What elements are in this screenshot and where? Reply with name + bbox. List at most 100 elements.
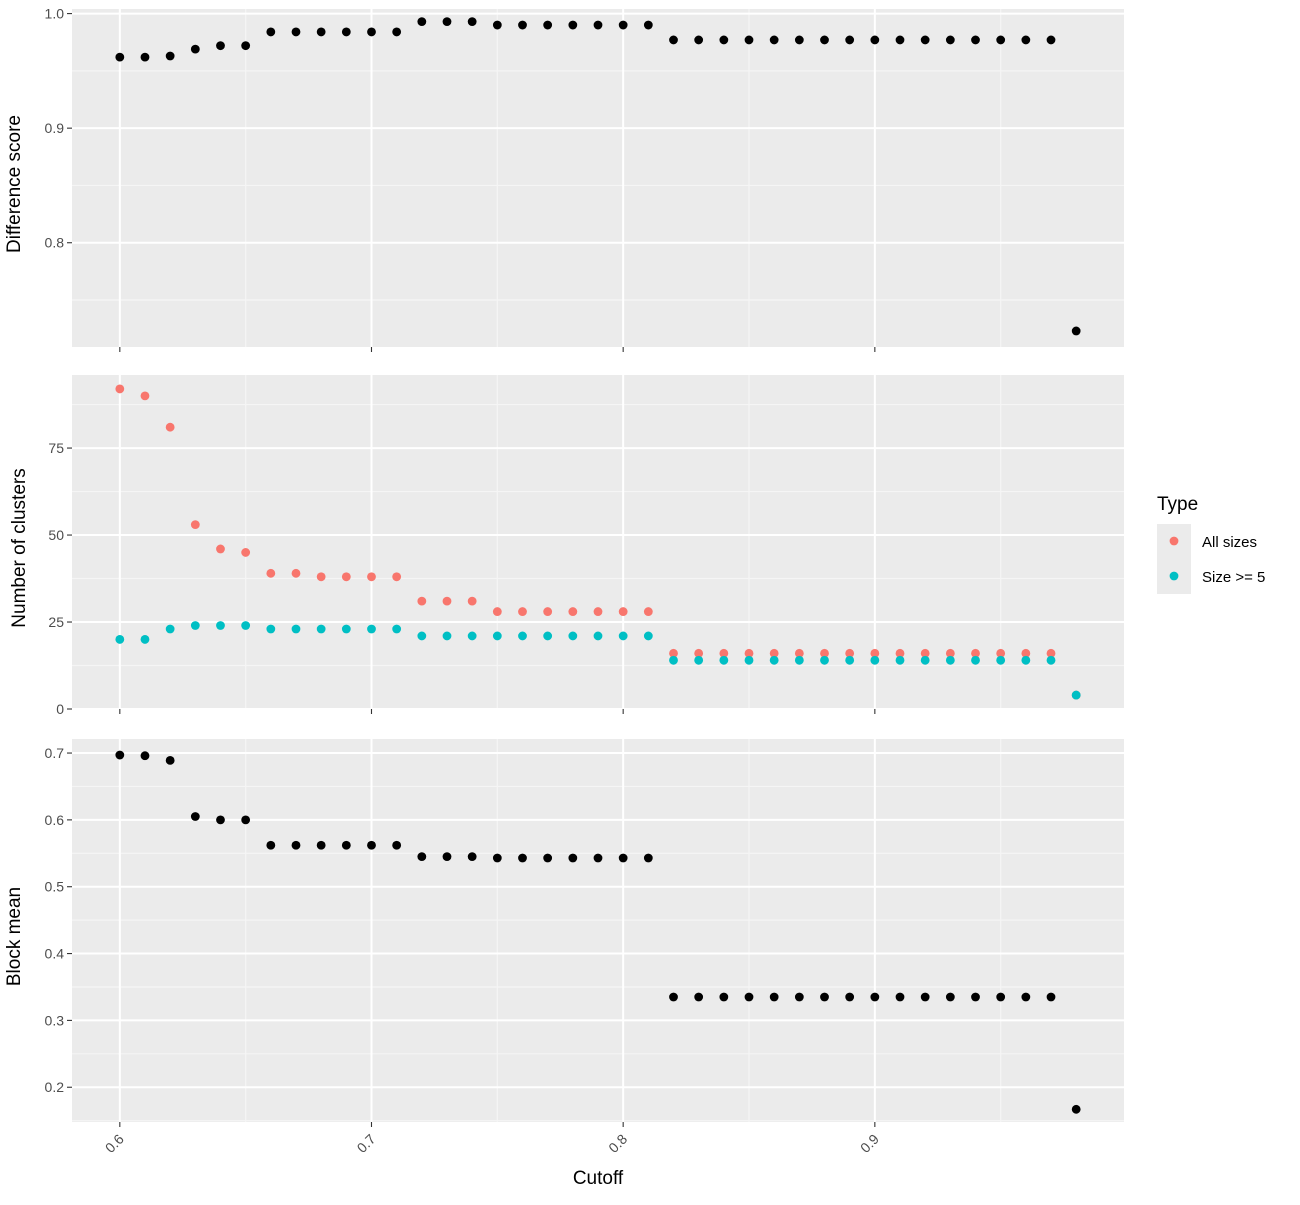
data-point (190, 520, 200, 530)
data-point (467, 852, 477, 862)
data-point (543, 20, 553, 30)
data-point (291, 568, 301, 578)
data-point (945, 655, 955, 665)
data-point (971, 655, 980, 665)
legend-title: Type (1157, 494, 1198, 515)
y-axis-title: Difference score (4, 115, 25, 253)
data-point (442, 17, 452, 27)
data-point (518, 20, 527, 30)
data-point (492, 853, 502, 863)
y-tick-label: 0 (56, 701, 64, 717)
series-all-sizes (115, 384, 1081, 700)
data-point (845, 35, 855, 45)
data-point (568, 853, 578, 863)
legend-item-label: Size >= 5 (1202, 569, 1265, 586)
y-tick-label: 0.9 (45, 120, 65, 136)
data-point (769, 992, 779, 1002)
data-point (216, 544, 225, 554)
data-point (593, 631, 603, 641)
data-point (669, 655, 678, 665)
data-point (392, 840, 402, 850)
data-point (190, 44, 200, 54)
data-point (794, 35, 804, 45)
data-point (820, 655, 829, 665)
data-point (190, 812, 200, 821)
data-point (945, 35, 955, 45)
data-point (744, 992, 754, 1002)
data-point (694, 655, 704, 665)
data-point (845, 992, 855, 1002)
data-point (367, 572, 376, 582)
legend-item-label: All sizes (1202, 534, 1257, 551)
data-point (870, 648, 880, 658)
data-point (568, 631, 578, 641)
legend-key-point (1169, 571, 1179, 581)
data-point (996, 35, 1006, 45)
data-point (568, 20, 578, 30)
data-point (694, 648, 704, 658)
data-point (341, 624, 351, 634)
y-axis-title: Block mean (4, 887, 25, 986)
data-point (618, 631, 628, 641)
legend: Type All sizes Size >= 5 (1157, 494, 1265, 594)
data-point (165, 422, 175, 432)
data-point (1021, 35, 1031, 45)
series-1 (115, 17, 1081, 336)
data-point (744, 35, 754, 45)
data-point (241, 621, 251, 630)
y-tick-label: 75 (48, 440, 64, 456)
y-tick-label: 0.3 (45, 1012, 65, 1028)
data-point (115, 52, 125, 62)
data-point (115, 384, 125, 394)
data-point (518, 631, 527, 641)
data-point (291, 27, 301, 37)
data-point (996, 648, 1006, 658)
data-point (845, 655, 855, 665)
x-tick-label: 0.7 (354, 1131, 379, 1156)
y-tick-label: 0.7 (45, 745, 65, 761)
data-point (291, 624, 301, 634)
data-point (895, 992, 905, 1002)
data-point (115, 750, 125, 760)
series-size-5 (115, 621, 1081, 700)
data-point (920, 35, 930, 45)
data-point (643, 607, 653, 616)
y-tick-label: 0.4 (45, 946, 65, 962)
x-tick-label: 0.8 (605, 1131, 630, 1156)
data-point (1071, 1104, 1081, 1114)
data-point (417, 17, 427, 27)
data-point (442, 631, 452, 641)
data-point (417, 596, 427, 606)
data-point (316, 840, 326, 850)
data-point (618, 853, 628, 863)
y-tick-label: 0.2 (45, 1079, 65, 1095)
data-point (241, 548, 251, 557)
data-point (1046, 992, 1056, 1002)
data-point (367, 624, 376, 634)
data-point (1046, 35, 1056, 45)
data-point (845, 648, 855, 658)
data-point (945, 648, 955, 658)
data-point (920, 655, 930, 665)
facet-panel-1: 0.8 0.9 1.0 Difference score (4, 6, 1124, 352)
data-point (971, 35, 980, 45)
data-point (392, 624, 402, 634)
facet-panel-2: 0 25 50 75 Number of clusters Type All sizes Si… (9, 375, 1265, 717)
data-point (266, 568, 276, 578)
data-point (341, 840, 351, 850)
data-point (140, 391, 150, 401)
data-point (367, 840, 376, 850)
panel-background (72, 9, 1124, 347)
series-1 (115, 750, 1081, 1114)
data-point (643, 20, 653, 30)
panel-background (72, 375, 1124, 709)
data-point (266, 27, 276, 37)
data-point (820, 35, 829, 45)
data-point (920, 648, 930, 658)
data-point (266, 624, 276, 634)
data-point (769, 35, 779, 45)
data-point (744, 655, 754, 665)
y-tick-label: 0.8 (45, 235, 65, 251)
data-point (316, 27, 326, 37)
